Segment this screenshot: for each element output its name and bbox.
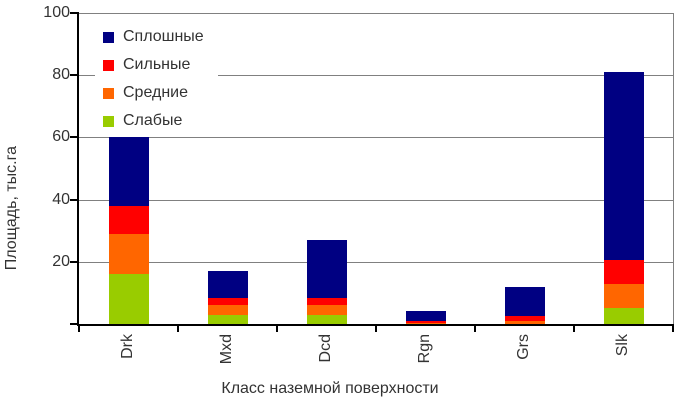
y-tick-label: 40 [52, 190, 70, 208]
bar-segment [306, 297, 347, 306]
bar-segment [108, 233, 149, 275]
legend-item: Сильные [103, 51, 204, 79]
bar-segment [603, 260, 644, 284]
bar-segment [603, 283, 644, 309]
gridline [79, 137, 673, 139]
legend-label: Сильные [123, 56, 191, 73]
bar-segment [504, 316, 545, 321]
gridline [79, 199, 673, 201]
legend: Сплошные Сильные Средние Слабые [95, 21, 218, 137]
y-tick-mark [70, 74, 79, 77]
gridline [79, 75, 673, 77]
category-label: Rgn [415, 334, 433, 364]
legend-swatch [103, 31, 114, 43]
x-tick-mark [78, 324, 80, 332]
y-tick-mark [70, 323, 79, 325]
y-tick-label: 20 [52, 252, 70, 270]
y-axis-line [77, 13, 79, 326]
x-tick-mark [375, 324, 377, 332]
bar-segment [207, 297, 248, 306]
legend-label: Сплошные [123, 28, 204, 45]
bar-segment [306, 240, 347, 298]
x-tick-mark [474, 324, 476, 332]
y-tick-mark [70, 136, 79, 139]
category-label: Grs [514, 334, 532, 360]
bar-segment [603, 308, 644, 324]
bar-segment [504, 286, 545, 317]
bar-segment [405, 320, 446, 324]
legend-swatch [103, 115, 114, 127]
legend-swatch [103, 59, 114, 71]
x-tick-mark [276, 324, 278, 332]
bar-segment [306, 314, 347, 324]
bar-segment [108, 205, 149, 234]
bar-segment [108, 137, 149, 206]
y-tick-mark [70, 12, 79, 14]
plot-area [79, 13, 674, 324]
y-tick-mark [70, 260, 79, 263]
category-label: Mxd [217, 334, 235, 365]
category-label: Dcd [316, 334, 334, 363]
bar-segment [207, 271, 248, 298]
x-tick-mark [573, 324, 575, 332]
bar-segment [306, 305, 347, 315]
gridline [79, 13, 673, 14]
y-tick-label: 60 [52, 128, 70, 146]
bar-segment [405, 323, 446, 324]
legend-item: Сплошные [103, 23, 204, 51]
legend-label: Средние [123, 84, 189, 101]
legend-swatch [103, 87, 114, 99]
y-tick-mark [70, 198, 79, 201]
y-tick-label: 100 [43, 4, 70, 21]
bar-segment [504, 320, 545, 324]
bar-segment [207, 314, 248, 324]
y-axis-title: Площадь, тыс.га [3, 146, 20, 271]
bar-segment [405, 311, 446, 321]
bar-segment [108, 274, 149, 324]
x-tick-mark [672, 324, 674, 332]
category-label: Slk [613, 334, 631, 357]
bar-segment [207, 305, 248, 315]
category-label: Drk [118, 334, 136, 359]
gridline [79, 261, 673, 263]
legend-item: Слабые [103, 107, 204, 135]
y-tick-label: 80 [52, 66, 70, 84]
x-axis-title: Класс наземной поверхности [221, 380, 439, 397]
bar-segment [603, 72, 644, 261]
x-tick-mark [177, 324, 179, 332]
legend-item: Средние [103, 79, 204, 107]
legend-label: Слабые [123, 112, 183, 129]
